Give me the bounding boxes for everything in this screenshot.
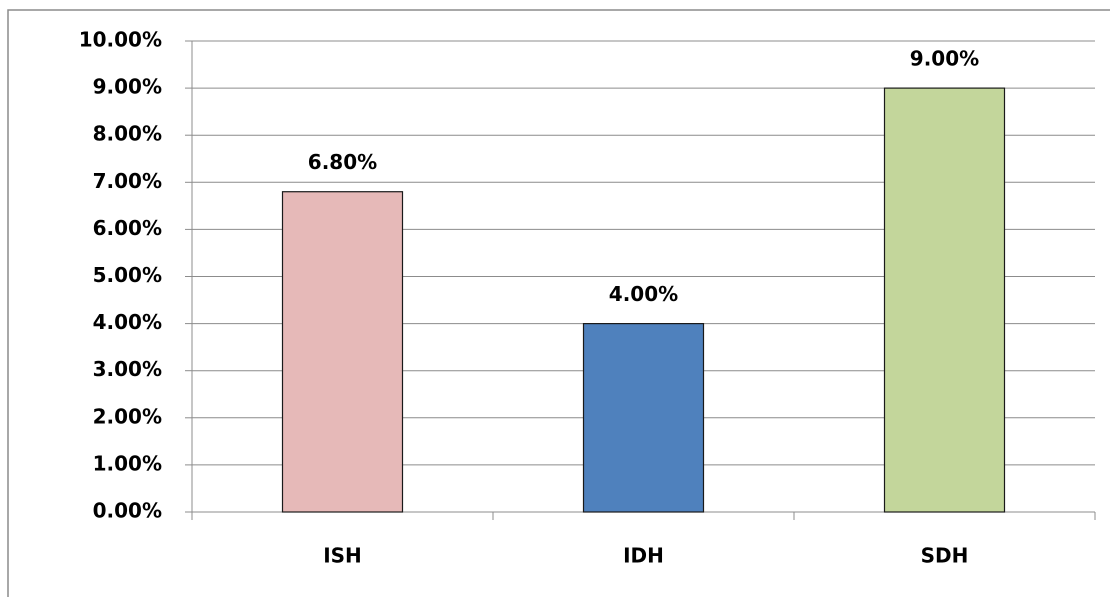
bar (582, 323, 705, 513)
y-tick-label: 10.00% (79, 28, 162, 52)
x-tick-label: SDH (921, 544, 969, 568)
y-tick-label: 2.00% (93, 404, 162, 428)
y-tick-label: 7.00% (93, 169, 162, 193)
y-tick-label: 4.00% (93, 310, 162, 334)
data-label: 6.80% (308, 150, 377, 174)
data-label: 9.00% (910, 47, 979, 71)
y-tick-label: 8.00% (93, 122, 162, 146)
y-tick-label: 0.00% (93, 499, 162, 523)
x-tick-label: ISH (323, 544, 362, 568)
y-tick-label: 9.00% (93, 75, 162, 99)
bar (281, 191, 404, 513)
chart-border (7, 9, 1110, 597)
bar (883, 87, 1006, 513)
y-tick-label: 1.00% (93, 451, 162, 475)
x-tick-label: IDH (623, 544, 664, 568)
data-label: 4.00% (609, 282, 678, 306)
y-tick-label: 3.00% (93, 357, 162, 381)
y-tick-label: 6.00% (93, 216, 162, 240)
y-tick-label: 5.00% (93, 263, 162, 287)
